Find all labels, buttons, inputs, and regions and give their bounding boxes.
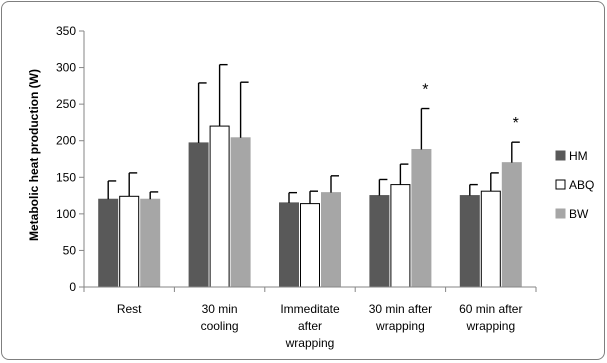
x-category-label-line: 30 min after bbox=[369, 302, 432, 316]
y-tick-label: 350 bbox=[56, 24, 76, 38]
x-category-label-line: wrapping bbox=[375, 319, 425, 333]
y-tick-label: 100 bbox=[56, 207, 76, 221]
bars: ** bbox=[98, 63, 522, 288]
x-category-label: Immeditate after wrapping bbox=[280, 302, 340, 350]
legend: HM ABQ BW bbox=[555, 149, 594, 221]
x-category-label-line: cooling bbox=[201, 319, 239, 333]
bar-abq bbox=[209, 125, 230, 288]
y-axis-label: Metabolic heat production (W) bbox=[27, 69, 41, 241]
y-axis: 0 50 100 150 200 250 300 350 bbox=[56, 24, 85, 294]
bar-bw bbox=[140, 198, 161, 288]
legend-label-bw: BW bbox=[569, 207, 589, 221]
y-tick-label: 0 bbox=[69, 280, 76, 294]
legend-swatch-hm bbox=[555, 150, 566, 161]
significance-marker: * bbox=[422, 82, 428, 99]
bar-abq bbox=[480, 190, 501, 288]
x-category-label: 30 min after wrapping bbox=[369, 302, 432, 333]
bar-bw bbox=[411, 148, 432, 288]
x-axis: Rest 30 min cooling Immeditate after wrapping… bbox=[83, 286, 537, 350]
y-tick-label: 300 bbox=[56, 61, 76, 75]
y-tick-label: 200 bbox=[56, 134, 76, 148]
bar-hm bbox=[188, 142, 209, 288]
x-category-label-line: wrapping bbox=[465, 319, 515, 333]
bar-hm bbox=[459, 195, 480, 288]
bar-bw bbox=[230, 137, 251, 288]
x-category-label-line: 60 min after bbox=[459, 302, 522, 316]
bar-bw bbox=[321, 192, 341, 288]
x-category-label: Rest bbox=[117, 302, 142, 316]
bar-abq bbox=[119, 195, 140, 288]
x-category-label-line: after bbox=[298, 319, 322, 333]
x-category-label: 60 min after wrapping bbox=[459, 302, 522, 333]
x-category-label-line: Rest bbox=[117, 302, 142, 316]
bar-hm bbox=[98, 198, 119, 288]
x-category-label-line: 30 min bbox=[202, 302, 238, 316]
bar-abq bbox=[300, 203, 320, 288]
x-category-label: 30 min cooling bbox=[201, 302, 239, 333]
x-category-label-line: wrapping bbox=[285, 336, 335, 350]
x-category-label-line: Immeditate bbox=[280, 302, 340, 316]
y-tick-label: 250 bbox=[56, 97, 76, 111]
y-tick-label: 150 bbox=[56, 170, 76, 184]
legend-swatch-bw bbox=[555, 208, 566, 219]
legend-swatch-abq bbox=[555, 179, 566, 190]
significance-marker: * bbox=[513, 115, 519, 132]
bar-hm bbox=[369, 195, 390, 288]
bar-hm bbox=[279, 202, 299, 288]
y-tick-label: 50 bbox=[63, 243, 77, 257]
bar-abq bbox=[390, 184, 411, 288]
bar-bw bbox=[501, 162, 522, 288]
legend-label-abq: ABQ bbox=[569, 178, 594, 192]
legend-label-hm: HM bbox=[569, 149, 588, 163]
